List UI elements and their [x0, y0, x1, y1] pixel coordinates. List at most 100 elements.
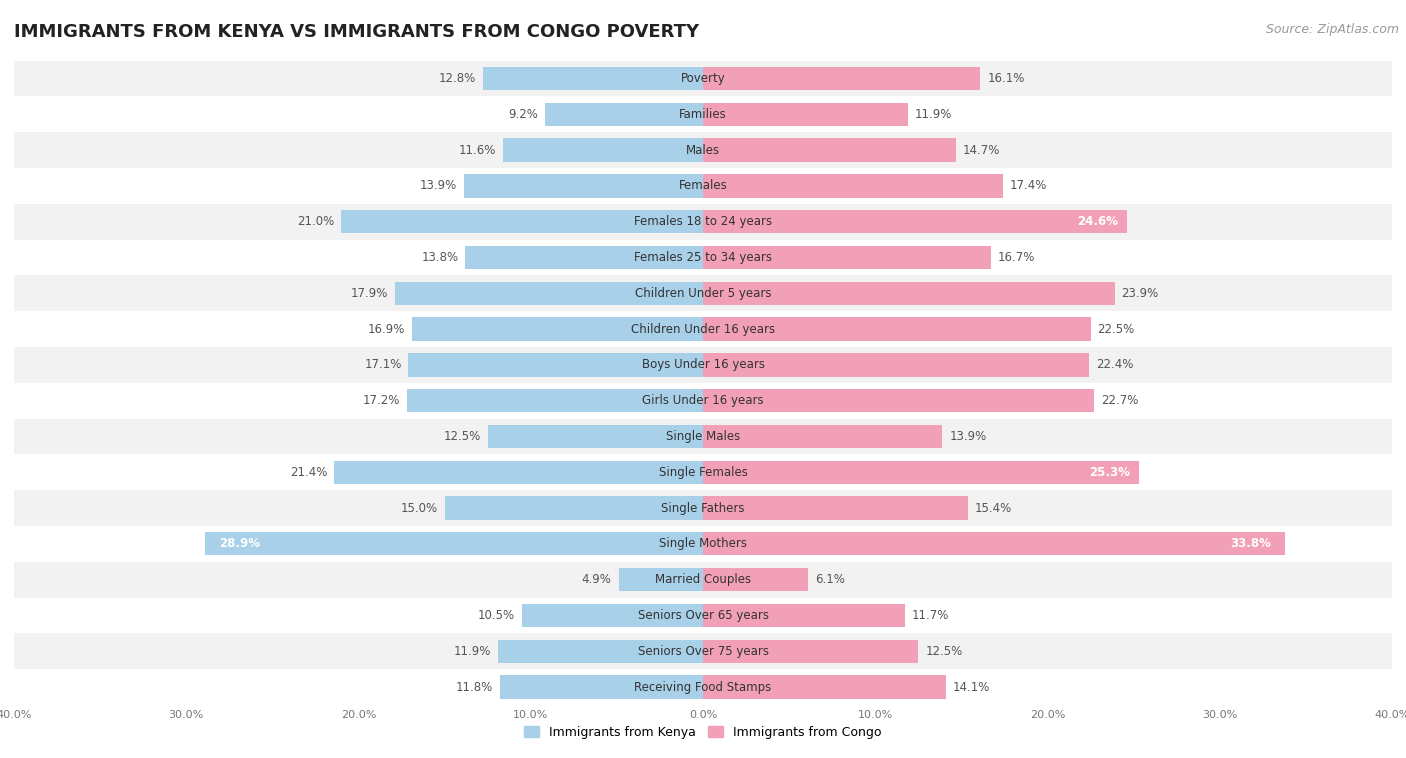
Text: Single Males: Single Males: [666, 430, 740, 443]
Bar: [14, 275, 1392, 312]
Bar: [703, 102, 908, 126]
Bar: [14, 562, 1392, 597]
Text: 13.8%: 13.8%: [422, 251, 458, 264]
Bar: [703, 174, 1002, 198]
Text: 10.5%: 10.5%: [478, 609, 515, 622]
Bar: [14, 383, 1392, 418]
Bar: [703, 389, 1094, 412]
Bar: [703, 210, 1126, 233]
Text: 11.9%: 11.9%: [915, 108, 952, 121]
Text: Single Females: Single Females: [658, 465, 748, 479]
Bar: [14, 347, 1392, 383]
Bar: [444, 496, 703, 520]
Bar: [703, 496, 969, 520]
Bar: [499, 675, 703, 699]
Text: 14.1%: 14.1%: [953, 681, 990, 694]
Bar: [14, 526, 1392, 562]
Bar: [205, 532, 703, 556]
Bar: [703, 604, 904, 627]
Legend: Immigrants from Kenya, Immigrants from Congo: Immigrants from Kenya, Immigrants from C…: [519, 721, 887, 744]
Bar: [14, 132, 1392, 168]
Text: 11.7%: 11.7%: [911, 609, 949, 622]
Bar: [395, 282, 703, 305]
Bar: [14, 240, 1392, 275]
Text: 16.1%: 16.1%: [987, 72, 1025, 85]
Text: 17.2%: 17.2%: [363, 394, 399, 407]
Bar: [14, 490, 1392, 526]
Text: Males: Males: [686, 143, 720, 157]
Text: 17.1%: 17.1%: [364, 359, 402, 371]
Text: 25.3%: 25.3%: [1090, 465, 1130, 479]
Text: Receiving Food Stamps: Receiving Food Stamps: [634, 681, 772, 694]
Bar: [619, 568, 703, 591]
Text: 11.9%: 11.9%: [454, 645, 491, 658]
Bar: [14, 454, 1392, 490]
Text: Seniors Over 75 years: Seniors Over 75 years: [637, 645, 769, 658]
Bar: [703, 532, 1285, 556]
Text: Families: Families: [679, 108, 727, 121]
Bar: [703, 461, 1139, 484]
Bar: [14, 669, 1392, 705]
Bar: [498, 640, 703, 663]
Bar: [703, 568, 808, 591]
Text: Children Under 5 years: Children Under 5 years: [634, 287, 772, 300]
Text: 15.4%: 15.4%: [976, 502, 1012, 515]
Text: Seniors Over 65 years: Seniors Over 65 years: [637, 609, 769, 622]
Bar: [14, 634, 1392, 669]
Text: 16.9%: 16.9%: [367, 323, 405, 336]
Text: 16.7%: 16.7%: [997, 251, 1035, 264]
Text: 14.7%: 14.7%: [963, 143, 1001, 157]
Text: Boys Under 16 years: Boys Under 16 years: [641, 359, 765, 371]
Bar: [522, 604, 703, 627]
Bar: [409, 353, 703, 377]
Bar: [703, 353, 1088, 377]
Text: IMMIGRANTS FROM KENYA VS IMMIGRANTS FROM CONGO POVERTY: IMMIGRANTS FROM KENYA VS IMMIGRANTS FROM…: [14, 23, 699, 41]
Bar: [464, 174, 703, 198]
Bar: [412, 318, 703, 341]
Bar: [14, 597, 1392, 634]
Bar: [14, 418, 1392, 454]
Text: 22.5%: 22.5%: [1098, 323, 1135, 336]
Bar: [703, 282, 1115, 305]
Text: Females: Females: [679, 180, 727, 193]
Bar: [703, 675, 946, 699]
Text: 11.6%: 11.6%: [458, 143, 496, 157]
Text: 17.4%: 17.4%: [1010, 180, 1047, 193]
Bar: [503, 139, 703, 161]
Bar: [703, 318, 1091, 341]
Text: 24.6%: 24.6%: [1077, 215, 1118, 228]
Text: Poverty: Poverty: [681, 72, 725, 85]
Text: 11.8%: 11.8%: [456, 681, 494, 694]
Text: Married Couples: Married Couples: [655, 573, 751, 586]
Bar: [14, 168, 1392, 204]
Text: 9.2%: 9.2%: [508, 108, 537, 121]
Text: Girls Under 16 years: Girls Under 16 years: [643, 394, 763, 407]
Text: Single Fathers: Single Fathers: [661, 502, 745, 515]
Text: 22.7%: 22.7%: [1101, 394, 1139, 407]
Text: 15.0%: 15.0%: [401, 502, 437, 515]
Bar: [703, 640, 918, 663]
Bar: [482, 67, 703, 90]
Text: 12.5%: 12.5%: [925, 645, 963, 658]
Text: 13.9%: 13.9%: [419, 180, 457, 193]
Bar: [342, 210, 703, 233]
Text: 21.4%: 21.4%: [290, 465, 328, 479]
Bar: [14, 312, 1392, 347]
Text: Children Under 16 years: Children Under 16 years: [631, 323, 775, 336]
Bar: [14, 61, 1392, 96]
Bar: [703, 139, 956, 161]
Text: 33.8%: 33.8%: [1230, 537, 1271, 550]
Text: 12.8%: 12.8%: [439, 72, 475, 85]
Text: 22.4%: 22.4%: [1095, 359, 1133, 371]
Text: 4.9%: 4.9%: [582, 573, 612, 586]
Text: Source: ZipAtlas.com: Source: ZipAtlas.com: [1265, 23, 1399, 36]
Text: 28.9%: 28.9%: [219, 537, 260, 550]
Bar: [488, 424, 703, 448]
Text: 6.1%: 6.1%: [815, 573, 845, 586]
Bar: [14, 96, 1392, 132]
Text: Females 25 to 34 years: Females 25 to 34 years: [634, 251, 772, 264]
Bar: [14, 204, 1392, 240]
Text: Single Mothers: Single Mothers: [659, 537, 747, 550]
Bar: [703, 246, 991, 269]
Text: Females 18 to 24 years: Females 18 to 24 years: [634, 215, 772, 228]
